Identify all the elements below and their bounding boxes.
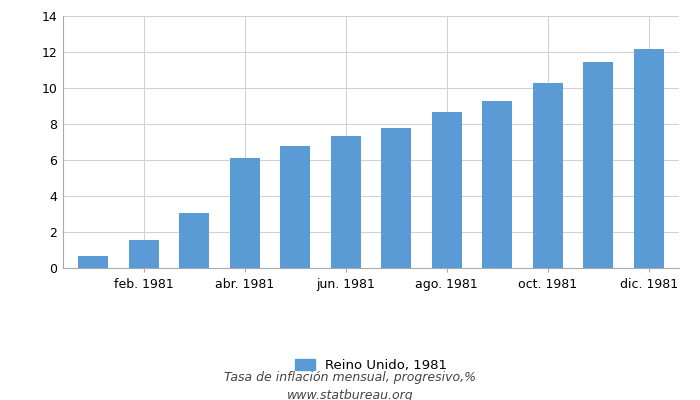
Bar — [129, 240, 159, 268]
Bar — [432, 112, 462, 268]
Bar — [583, 62, 613, 268]
Legend: Reino Unido, 1981: Reino Unido, 1981 — [290, 353, 452, 377]
Text: Tasa de inflación mensual, progresivo,%: Tasa de inflación mensual, progresivo,% — [224, 372, 476, 384]
Text: www.statbureau.org: www.statbureau.org — [287, 390, 413, 400]
Bar — [280, 146, 310, 268]
Bar — [179, 213, 209, 268]
Bar — [533, 83, 563, 268]
Bar — [330, 136, 361, 268]
Bar — [230, 158, 260, 268]
Bar — [634, 50, 664, 268]
Bar — [482, 101, 512, 268]
Bar — [78, 256, 108, 268]
Bar — [381, 128, 412, 268]
